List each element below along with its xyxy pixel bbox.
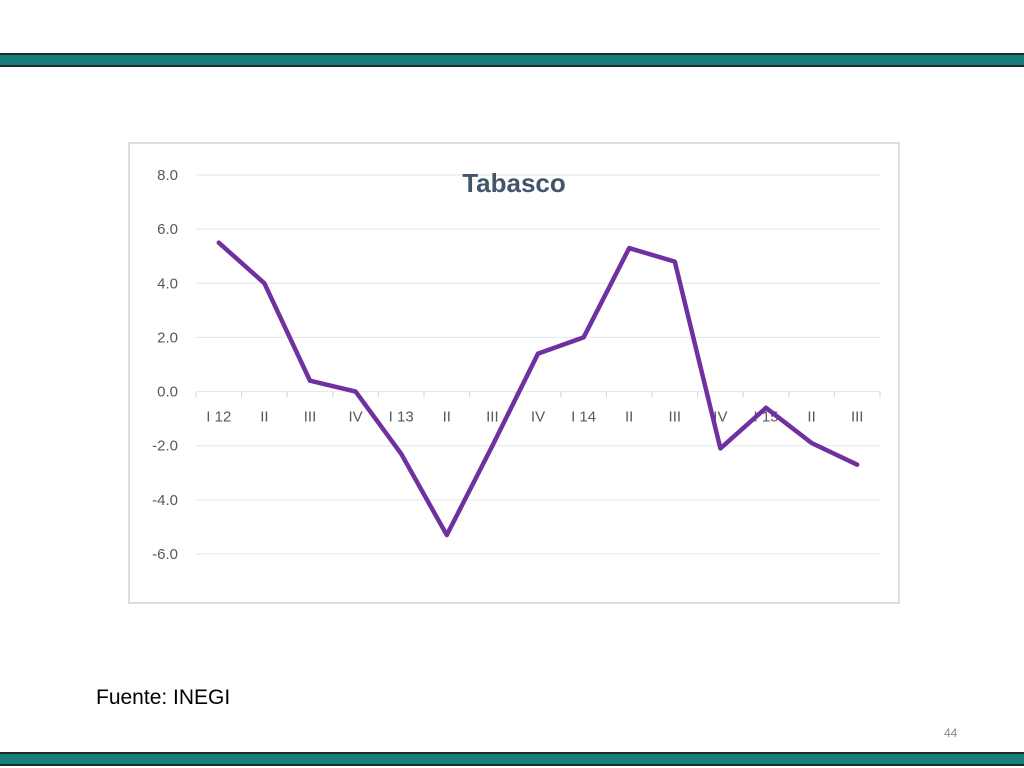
y-axis-tick-labels: 8.0 6.0 4.0 2.0 0.0 -2.0 -4.0 -6.0 <box>152 167 178 563</box>
x-tick-label: I 14 <box>571 409 596 426</box>
x-tick-label: IV <box>531 409 545 426</box>
y-tick-label: 8.0 <box>157 167 178 184</box>
x-tick-label: III <box>851 409 864 426</box>
bottom-banner-band <box>0 752 1024 766</box>
x-tick-label: IV <box>349 409 363 426</box>
source-note: Fuente: INEGI <box>96 686 231 709</box>
chart-title: Tabasco <box>462 168 566 198</box>
page-number: 44 <box>944 726 958 740</box>
x-tick-label: II <box>807 409 815 426</box>
y-tick-label: -6.0 <box>152 546 178 563</box>
series-line <box>216 240 860 538</box>
y-tick-label: -2.0 <box>152 438 178 455</box>
top-banner-band <box>0 53 1024 67</box>
x-tick-label: II <box>625 409 633 426</box>
y-tick-label: 4.0 <box>157 275 178 292</box>
x-tick-label: I 12 <box>206 409 231 426</box>
y-tick-label: -4.0 <box>152 492 178 509</box>
x-tick-label: II <box>443 409 451 426</box>
y-tick-label: 0.0 <box>157 384 178 401</box>
x-tick-label: III <box>669 409 682 426</box>
x-tick-label: IV <box>713 409 727 426</box>
x-tick-label: II <box>260 409 268 426</box>
x-tick-label: III <box>486 409 499 426</box>
line-chart: 8.06.04.02.00.0-2.0-4.0-6.0 I 12 II III IV I… <box>152 167 881 563</box>
chart-frame: 8.0 6.0 4.0 2.0 0.0 -2.0 -4.0 -6.0 I 12 II III IV I… <box>128 142 900 604</box>
x-tick-label: I 13 <box>389 409 414 426</box>
gridlines <box>195 174 881 555</box>
series-layer <box>216 240 860 538</box>
y-tick-label: 2.0 <box>157 329 178 346</box>
x-tick-label: III <box>304 409 317 426</box>
y-tick-label: 6.0 <box>157 221 178 238</box>
